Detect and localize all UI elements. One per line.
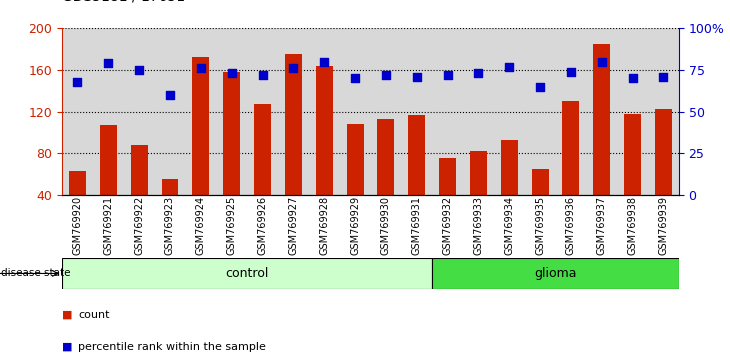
Point [257, 72, 269, 78]
Point [411, 74, 423, 79]
Text: GDS5181 / 17651: GDS5181 / 17651 [62, 0, 185, 4]
Bar [185, 28, 216, 195]
Bar [408, 115, 425, 195]
Text: disease state: disease state [1, 268, 70, 279]
Text: ■: ■ [62, 310, 72, 320]
Bar [316, 66, 333, 195]
Point [658, 74, 669, 79]
Bar [618, 28, 648, 195]
Bar [593, 44, 610, 195]
Bar [371, 28, 402, 195]
Point [504, 64, 515, 69]
Bar [648, 28, 679, 195]
Bar [347, 124, 364, 195]
Bar [285, 54, 301, 195]
Bar [556, 28, 586, 195]
Text: percentile rank within the sample: percentile rank within the sample [78, 342, 266, 352]
Bar [193, 57, 210, 195]
Bar [223, 72, 240, 195]
Point [318, 59, 330, 64]
Point [195, 65, 207, 71]
Point [72, 79, 83, 84]
Bar [377, 119, 394, 195]
Bar [309, 28, 339, 195]
Bar [339, 28, 371, 195]
Point [534, 84, 546, 89]
Bar [501, 139, 518, 195]
Bar [254, 104, 271, 195]
Point [596, 59, 607, 64]
Point [102, 61, 114, 66]
Bar [247, 28, 278, 195]
Bar [216, 28, 247, 195]
Bar [655, 109, 672, 195]
Point [226, 70, 237, 76]
Bar [432, 258, 679, 289]
Bar [563, 101, 580, 195]
Bar [278, 28, 309, 195]
Text: control: control [226, 267, 269, 280]
Point [134, 67, 145, 73]
Bar [100, 125, 117, 195]
Text: ■: ■ [62, 342, 72, 352]
Bar [586, 28, 618, 195]
Bar [155, 28, 185, 195]
Bar [161, 179, 178, 195]
Point [349, 75, 361, 81]
Bar [531, 169, 548, 195]
Bar [439, 158, 456, 195]
Bar [432, 28, 463, 195]
Bar [402, 28, 432, 195]
Bar [494, 28, 525, 195]
Bar [624, 114, 641, 195]
Bar [131, 145, 147, 195]
Bar [470, 151, 487, 195]
Point [565, 69, 577, 74]
Point [288, 65, 299, 71]
Bar [525, 28, 556, 195]
Text: glioma: glioma [534, 267, 577, 280]
Bar [93, 28, 124, 195]
Bar [124, 28, 155, 195]
Point [472, 70, 484, 76]
Point [627, 75, 639, 81]
Bar [62, 258, 432, 289]
Text: count: count [78, 310, 110, 320]
Point [380, 72, 392, 78]
Point [164, 92, 176, 98]
Bar [62, 28, 93, 195]
Bar [463, 28, 494, 195]
Bar [69, 171, 86, 195]
Point [442, 72, 453, 78]
